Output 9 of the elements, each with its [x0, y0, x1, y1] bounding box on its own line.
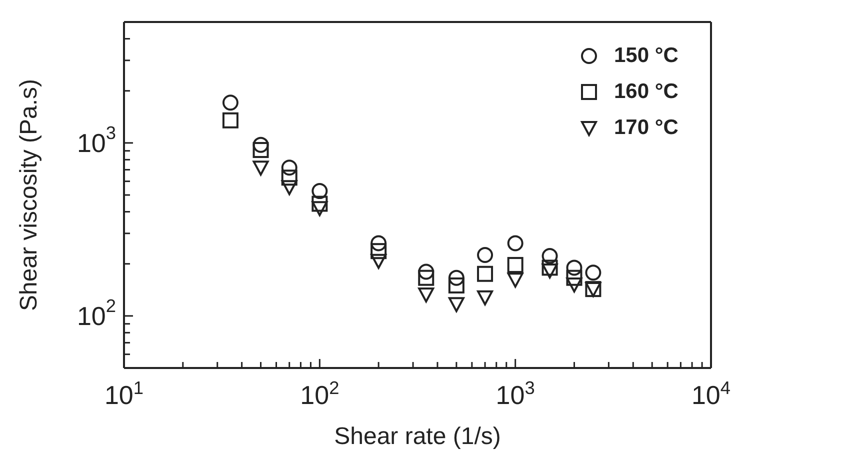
x-tick-label: 10$^{1}$	[104, 378, 144, 410]
x-tick-label: 10$^{2}$	[300, 378, 340, 410]
x-tick-label: 10$^{3}$	[496, 378, 535, 410]
x-axis-title: Shear rate (1/s)	[334, 423, 501, 450]
y-axis-title: Shear viscosity (Pa.s)	[16, 78, 43, 312]
legend-label: 170 °C	[614, 116, 678, 140]
legend-label: 160 °C	[614, 80, 678, 104]
x-tick-label: 10$^{4}$	[691, 378, 731, 410]
legend-label: 150 °C	[614, 44, 678, 68]
